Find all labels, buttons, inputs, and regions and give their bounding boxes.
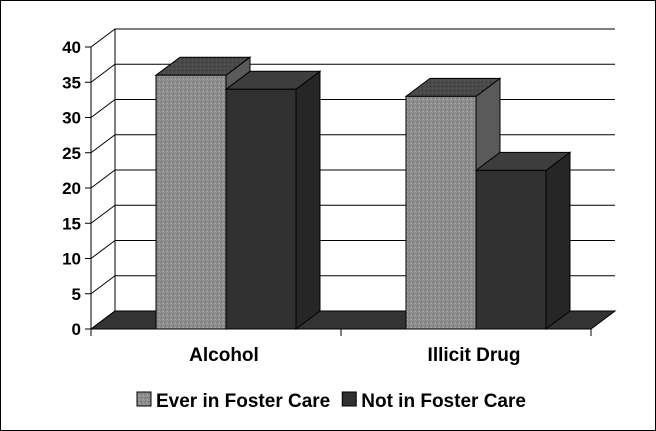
gridline-depth xyxy=(90,134,116,154)
gridline-depth xyxy=(90,28,116,48)
gridline-depth xyxy=(90,275,116,295)
y-tick-label: 40 xyxy=(62,38,81,57)
y-tick-label: 30 xyxy=(62,109,81,128)
gridline-depth xyxy=(90,240,116,259)
gridline-depth xyxy=(90,99,116,118)
y-tick-label: 5 xyxy=(72,285,81,304)
legend-label-0: Ever in Foster Care xyxy=(156,391,330,412)
bars xyxy=(154,56,572,330)
gridline-depth xyxy=(90,63,116,83)
value-axis: 0 5 10 15 20 25 30 35 40 xyxy=(62,38,92,339)
bar-0-1 xyxy=(405,95,477,330)
legend: Ever in Foster Care Not in Foster Care xyxy=(136,391,526,412)
x-tick-label: Illicit Drug xyxy=(428,345,521,366)
bar-1-1 xyxy=(475,169,547,330)
gridline-depth xyxy=(90,204,116,224)
legend-swatch-0 xyxy=(136,391,152,407)
y-tick-label: 10 xyxy=(62,250,81,269)
bar-1-0 xyxy=(225,88,297,330)
y-tick-label: 0 xyxy=(72,320,81,339)
gridline-depth xyxy=(90,169,116,189)
x-tick-label: Alcohol xyxy=(189,345,259,366)
y-tick-label: 15 xyxy=(62,214,81,233)
bar-0-0 xyxy=(155,74,227,330)
bar-side-1-0 xyxy=(295,70,321,330)
category-axis: Alcohol Illicit Drug xyxy=(90,328,592,366)
y-tick-label: 35 xyxy=(62,73,81,92)
y-tick-label: 20 xyxy=(62,179,81,198)
y-tick-label: 25 xyxy=(62,144,81,163)
legend-swatch-1 xyxy=(341,391,357,407)
legend-label-1: Not in Foster Care xyxy=(361,391,526,412)
bar-side-1-1 xyxy=(545,151,571,330)
